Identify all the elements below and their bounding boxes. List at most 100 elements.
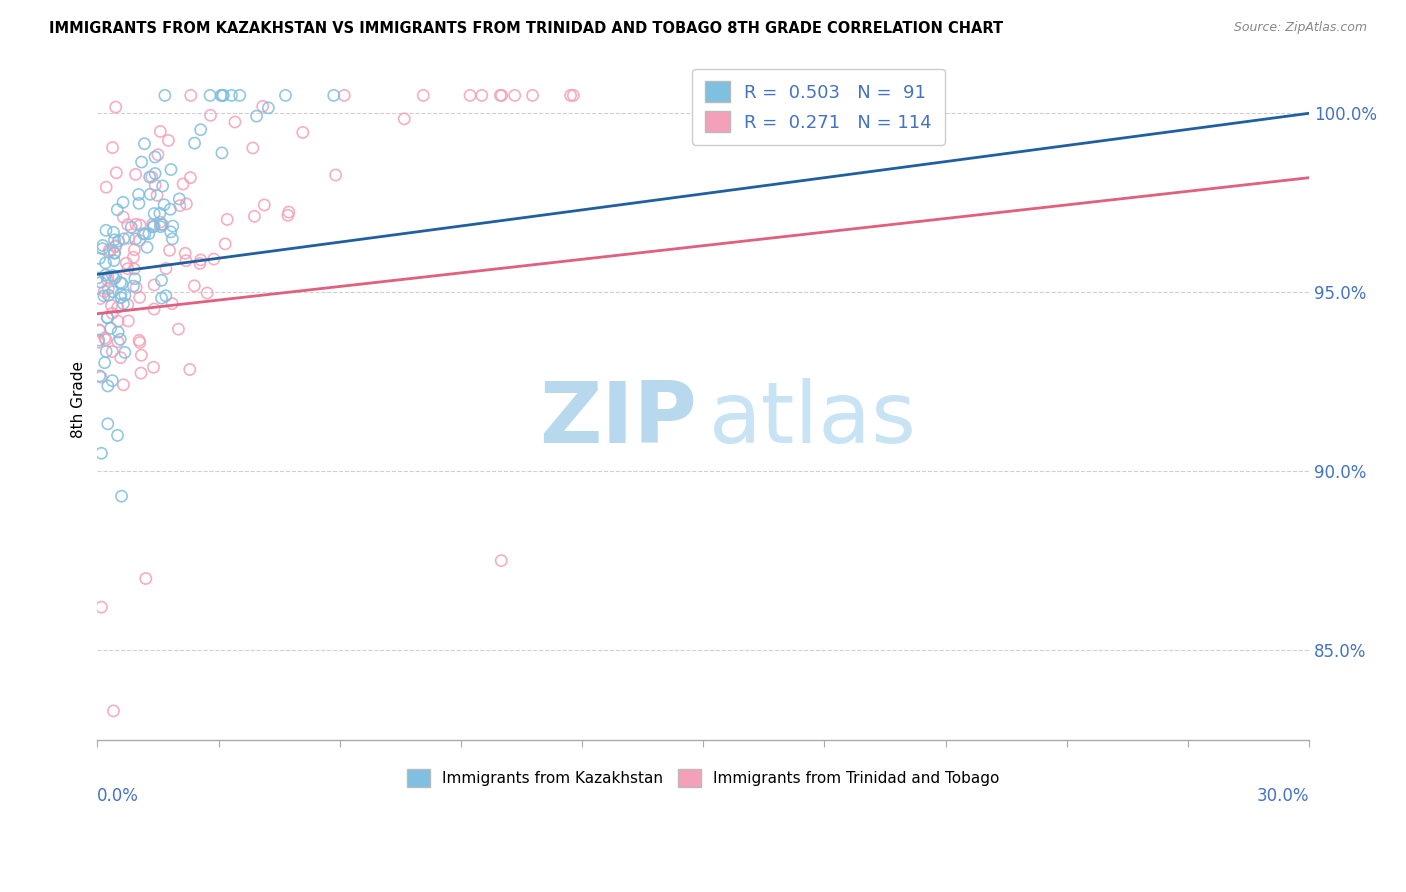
Point [183,136,205,150]
Point [101,140,124,154]
Point [458,88,481,103]
Point [94,223,117,237]
Point [124,232,146,246]
Point [202,252,225,266]
Point [97,379,120,393]
Point [125,280,148,294]
Point [221,88,243,103]
Point [138,170,160,185]
Point [117,314,139,328]
Point [104,238,127,252]
Point [179,170,201,185]
Point [180,88,202,103]
Point [153,88,176,103]
Point [562,88,585,103]
Point [90,600,112,615]
Point [93,289,115,303]
Point [107,428,129,442]
Point [212,88,235,103]
Point [91,238,114,252]
Point [112,210,135,224]
Point [112,377,135,392]
Point [110,291,132,305]
Point [152,218,174,232]
Point [129,366,152,380]
Point [153,198,176,212]
Point [141,169,163,184]
Point [97,282,120,296]
Point [93,331,115,345]
Point [94,268,117,282]
Point [112,232,135,246]
Point [103,246,125,260]
Point [159,244,181,258]
Point [131,348,153,362]
Point [103,225,125,239]
Point [110,351,132,365]
Y-axis label: 8th Grade: 8th Grade [72,361,86,438]
Point [228,88,250,103]
Legend: Immigrants from Kazakhstan, Immigrants from Trinidad and Tobago: Immigrants from Kazakhstan, Immigrants f… [401,764,1005,793]
Point [143,301,166,316]
Point [149,215,172,229]
Point [159,202,181,217]
Point [209,88,232,103]
Point [322,88,344,103]
Point [394,112,416,126]
Point [122,250,145,264]
Point [522,88,544,103]
Point [146,147,169,161]
Point [333,88,356,103]
Point [114,288,136,302]
Point [128,187,150,202]
Point [122,279,145,293]
Point [94,256,117,270]
Point [217,212,239,227]
Point [491,554,513,568]
Point [114,345,136,359]
Point [101,306,124,320]
Point [277,205,299,219]
Point [97,288,120,302]
Point [89,292,111,306]
Point [101,344,124,359]
Point [243,210,266,224]
Text: ZIP: ZIP [540,378,697,461]
Point [135,572,157,586]
Point [162,219,184,233]
Point [149,219,172,234]
Point [489,88,512,103]
Point [491,88,513,103]
Point [98,243,121,257]
Point [291,125,314,139]
Point [253,198,276,212]
Point [155,289,177,303]
Point [128,196,150,211]
Point [242,141,264,155]
Point [149,124,172,138]
Point [115,256,138,270]
Point [188,256,211,270]
Point [90,275,112,289]
Point [195,286,218,301]
Point [105,166,128,180]
Point [124,271,146,285]
Point [124,243,146,257]
Point [174,253,197,268]
Point [162,232,184,246]
Point [160,162,183,177]
Point [190,122,212,136]
Point [146,188,169,202]
Point [107,325,129,339]
Point [129,218,152,232]
Point [125,217,148,231]
Point [143,219,166,233]
Point [96,344,118,359]
Point [122,262,145,277]
Point [160,296,183,310]
Point [120,220,142,235]
Point [224,115,246,129]
Point [103,704,125,718]
Point [112,296,135,310]
Point [103,253,125,268]
